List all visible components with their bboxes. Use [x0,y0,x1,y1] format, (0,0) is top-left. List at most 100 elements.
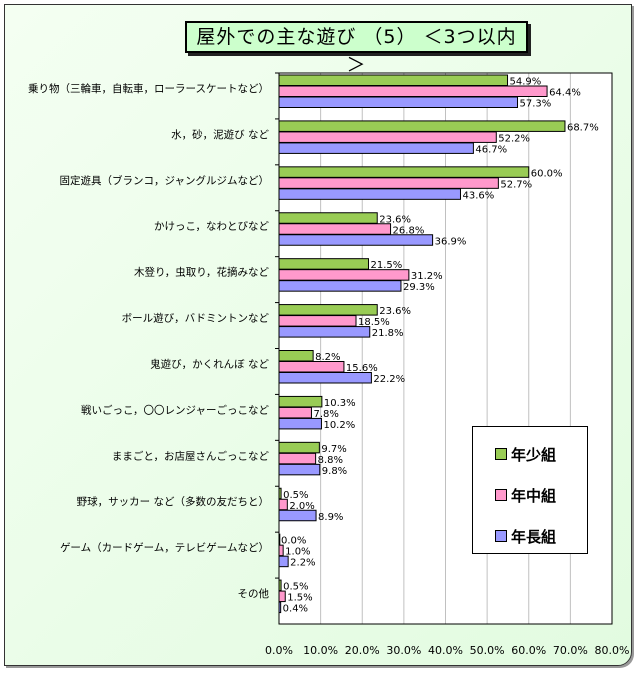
legend-label: 年少組 [511,445,557,464]
bar-chart: 0.0% 10.0% 20.0% 30.0% 40.0% 50.0% 60.0% 70.0% 8… [28,72,630,657]
data-label: 18.5% [358,317,390,328]
data-label: 23.6% [379,214,411,225]
data-label: 10.3% [324,398,356,409]
category-label: 水，砂，泥遊び など [171,128,269,141]
data-label: 64.4% [549,88,581,99]
data-label: 31.2% [411,271,443,282]
category-label: ゲーム（カードゲーム，テレビゲームなど） [60,542,269,554]
data-label: 7.8% [313,409,338,420]
data-label: 22.2% [373,374,405,385]
bar [278,590,286,603]
bar [278,452,317,465]
legend-item: 年中組 [495,481,587,509]
bar [278,350,314,362]
bar [278,326,371,338]
bar [278,280,402,292]
bar [278,166,530,178]
legend-label: 年中組 [511,486,557,505]
data-label: 0.5% [283,582,308,593]
data-label: 1.0% [285,547,310,558]
data-label: 36.9% [435,236,467,247]
x-tick-label: 80.0% [595,644,630,657]
chart-frame: 屋外での主な遊び （5） ＜3つ以内＞ 0.0% 10.0% 20.0% 30.0% 4… [4,4,632,666]
bar [278,258,369,270]
category-label: 戦いごっこ，〇〇レンジャーごっこなど [81,403,269,416]
data-label: 8.2% [315,352,340,363]
data-label: 21.8% [372,328,404,339]
bar [278,304,378,316]
data-label: 68.7% [567,122,599,133]
bar [278,131,497,143]
x-tick-label: 20.0% [345,644,380,657]
legend-swatch [495,530,507,542]
legend-label: 年長組 [511,527,557,546]
data-label: 2.0% [289,501,314,512]
data-label: 1.5% [287,593,312,604]
bar [278,509,317,522]
bar [278,96,519,108]
data-label: 52.2% [498,133,530,144]
bar [278,188,461,200]
category-label: 固定遊具（ブランコ，ジャングルジムなど） [60,174,269,187]
x-tick-label: 0.0% [265,644,293,657]
data-label: 29.3% [403,282,435,293]
data-label: 0.0% [281,536,306,547]
bar [278,417,322,430]
data-label: 8.9% [318,512,343,523]
bar [278,85,548,97]
bar [278,579,282,592]
bar [278,406,312,419]
category-label: その他 [238,587,270,600]
bar [278,120,566,132]
bar [278,361,345,373]
bar [278,315,357,327]
data-label: 54.9% [510,77,542,88]
data-label: 8.8% [318,455,343,466]
data-label: 2.2% [290,558,315,569]
data-label: 26.8% [393,225,425,236]
bar [278,487,282,500]
bar [278,177,499,189]
bar [278,74,509,86]
data-label: 15.6% [346,363,378,374]
bar [278,269,410,281]
category-label: 木登り，虫取り，花摘みなど [134,266,270,279]
bar [278,601,282,614]
bar [278,463,321,476]
legend-item: 年少組 [495,440,587,468]
bar [278,533,281,546]
chart-title: 屋外での主な遊び （5） ＜3つ以内＞ [185,21,528,76]
bar [278,142,474,154]
category-label: ままごと，お店屋さんごっこなど [112,449,270,462]
data-label: 9.7% [321,444,346,455]
bar [278,395,323,408]
bar [278,234,434,246]
category-label: 鬼遊び，かくれんぼ など [150,357,269,370]
category-label: かけっこ，なわとびなど [154,221,269,233]
bar [278,212,378,224]
legend-swatch [495,448,507,460]
x-tick-label: 10.0% [303,644,338,657]
bar [278,441,320,454]
data-label: 0.5% [283,490,308,501]
bar [278,372,372,384]
data-label: 0.4% [283,604,308,615]
data-label: 52.7% [500,179,532,190]
x-tick-label: 50.0% [470,644,505,657]
data-label: 9.8% [322,466,347,477]
x-tick-label: 30.0% [386,644,421,657]
x-tick-label: 40.0% [428,644,463,657]
bar [278,555,289,568]
bar [278,544,284,557]
data-label: 57.3% [520,99,552,110]
data-label: 21.5% [370,260,402,271]
x-tick-label: 60.0% [511,644,546,657]
data-label: 60.0% [531,168,563,179]
legend-item: 年長組 [495,522,587,550]
data-label: 46.7% [475,144,507,155]
data-label: 43.6% [462,190,494,201]
legend-swatch [495,489,507,501]
category-label: 野球，サッカー など（多数の友だちと） [77,495,269,508]
category-label: 乗り物（三輪車，自転車，ローラースケートなど） [28,82,269,95]
bar [278,498,288,511]
